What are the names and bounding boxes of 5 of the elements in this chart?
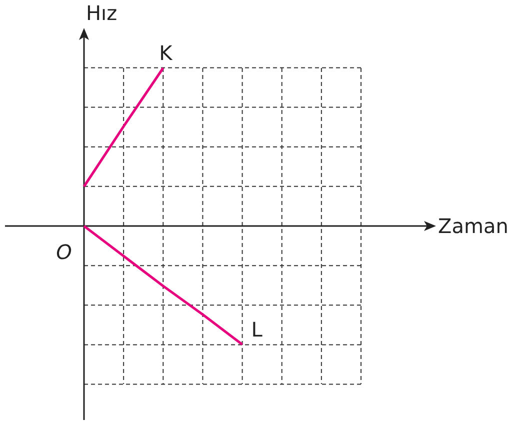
y-axis-title: Hız — [86, 1, 118, 25]
text: O — [56, 240, 72, 264]
series-label: K — [159, 41, 174, 65]
series-label: L — [251, 318, 264, 342]
x-axis-title: Zaman — [438, 214, 508, 238]
